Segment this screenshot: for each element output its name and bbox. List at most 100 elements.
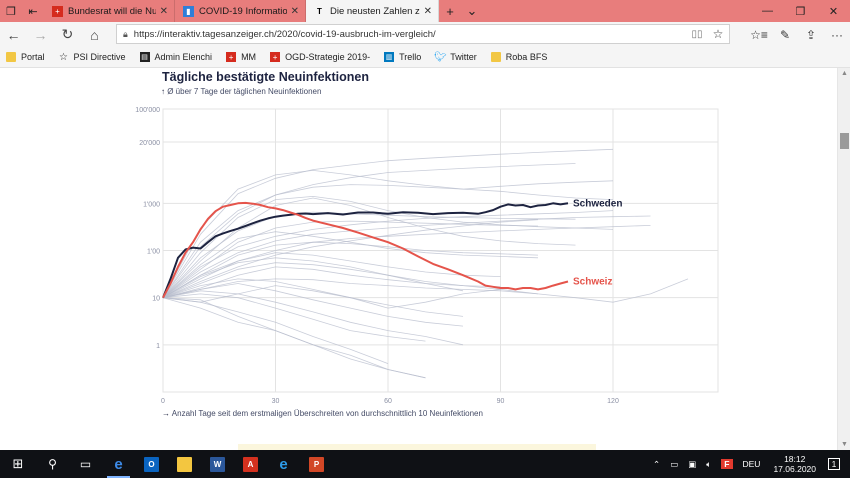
close-tab-icon[interactable]: ✕ <box>159 5 168 17</box>
favorite-twitter[interactable]: 🐦︎ Twitter <box>433 51 477 63</box>
clock-date: 17.06.2020 <box>773 464 816 474</box>
app-tray-icon[interactable]: F <box>721 459 733 469</box>
lock-icon: 🔒︎ <box>123 28 128 39</box>
scroll-up-icon[interactable]: ▲ <box>841 70 848 77</box>
tab-title: COVID-19 Information for S <box>199 5 287 17</box>
trello-icon: ▥ <box>384 52 395 62</box>
folder-icon <box>490 52 501 62</box>
favorites-hub-icon[interactable]: ☆≡ <box>750 27 768 42</box>
navigation-bar: ← → ↻ ⌂ 🔒︎ https://interaktiv.tagesanzei… <box>0 22 850 47</box>
news-icon: T <box>317 6 322 16</box>
x-tick-label: 120 <box>607 398 619 405</box>
monitor-icon[interactable]: ▣ <box>688 458 697 469</box>
country-series-line <box>162 290 464 346</box>
folder-icon <box>6 52 16 62</box>
country-series-line <box>162 262 501 299</box>
arrow-right-icon: → <box>162 409 170 418</box>
close-window-icon[interactable]: ✕ <box>828 5 839 18</box>
arrow-up-icon: ↑ <box>161 87 165 96</box>
favorite-ogd-strategie[interactable]: + OGD-Strategie 2019- <box>270 52 370 62</box>
internet-explorer-icon[interactable]: e <box>279 455 288 473</box>
outlook-icon[interactable]: O <box>135 450 168 478</box>
tab-list-chevron-icon[interactable]: ⌄ <box>466 3 478 18</box>
more-icon[interactable]: ··· <box>831 27 843 42</box>
y-tick-label: 100'000 <box>135 107 160 114</box>
x-axis-note: → Anzahl Tage seit dem erstmaligen Übers… <box>162 409 483 418</box>
tab-neusten-zahlen[interactable]: T Die neusten Zahlen zun ✕ <box>306 0 439 22</box>
favorite-mm[interactable]: + MM <box>226 52 256 62</box>
windows-start-icon[interactable]: ⊞ <box>12 456 24 471</box>
file-explorer-icon[interactable] <box>168 450 201 478</box>
scroll-down-icon[interactable]: ▼ <box>841 441 848 448</box>
page-content: Tägliche bestätigte Neuinfektionen ↑ Ø ü… <box>0 68 850 450</box>
series-label-schweiz: Schweiz <box>573 277 612 288</box>
country-series-line <box>162 225 651 299</box>
volume-icon[interactable]: 🔈︎ <box>706 458 712 469</box>
reading-view-icon[interactable]: ▯▯ <box>691 28 703 40</box>
url-text: https://interaktiv.tagesanzeiger.ch/2020… <box>133 28 436 40</box>
country-series-line <box>162 285 539 309</box>
x-axis-note-text: Anzahl Tage seit dem erstmaligen Übersch… <box>171 409 483 418</box>
restore-icon[interactable]: ❐ <box>795 5 806 18</box>
pen-icon[interactable]: ✎ <box>779 27 791 42</box>
powerpoint-icon[interactable]: P <box>300 450 333 478</box>
favorite-star-icon[interactable]: ☆ <box>712 27 724 41</box>
tray-chevron-icon[interactable]: ⌃ <box>653 458 661 469</box>
country-series-line <box>162 266 501 299</box>
y-tick-label: 20'000 <box>139 140 160 147</box>
share-icon[interactable]: ⇪ <box>805 27 817 42</box>
country-series-line <box>162 195 614 298</box>
country-series-line <box>162 257 464 299</box>
y-tick-label: 1 <box>156 343 160 350</box>
favorite-admin-elenchi[interactable]: ▤ Admin Elenchi <box>139 52 213 62</box>
close-tab-icon[interactable]: ✕ <box>290 5 299 17</box>
tab-bundesrat[interactable]: + Bundesrat will die Nutzung ✕ <box>44 0 175 22</box>
notification-center-icon[interactable]: 1 <box>824 454 844 474</box>
search-icon[interactable]: ⚲ <box>48 457 57 471</box>
country-series-line <box>162 283 464 327</box>
country-series-line <box>162 163 576 298</box>
favorite-portal[interactable]: Portal <box>6 52 45 62</box>
country-series-line <box>162 169 614 298</box>
favorite-psi-directive[interactable]: ☆ PSI Directive <box>59 51 126 63</box>
series-line-schweden <box>162 202 569 299</box>
forward-icon[interactable]: → <box>33 26 48 43</box>
system-tray: ⌃ ▭ ▣ 🔈︎ F DEU 18:12 17.06.2020 1 <box>648 454 850 474</box>
back-icon[interactable]: ← <box>6 26 21 43</box>
series-line-schweiz <box>162 201 569 299</box>
country-series-line <box>162 293 426 342</box>
bar-chart-icon: ▮ <box>183 5 194 17</box>
ad-banner-strip <box>238 444 596 450</box>
word-icon[interactable]: W <box>201 450 234 478</box>
book-icon: ▤ <box>139 52 150 62</box>
y-tick-label: 1'00 <box>147 249 160 256</box>
country-series-line <box>162 180 614 298</box>
chart-subtitle-text: Ø über 7 Tage der täglichen Neuinfektion… <box>167 87 322 96</box>
tab-preview-icon[interactable]: ⇤ <box>28 5 38 18</box>
minimize-icon[interactable]: — <box>762 5 773 17</box>
edge-icon[interactable]: e <box>102 450 135 478</box>
new-tab-icon[interactable]: + <box>446 3 454 19</box>
language-indicator[interactable]: DEU <box>742 459 761 469</box>
favorite-trello[interactable]: ▥ Trello <box>384 52 422 62</box>
acrobat-icon[interactable]: A <box>234 450 267 478</box>
country-series-line <box>162 148 614 298</box>
address-bar[interactable]: 🔒︎ https://interaktiv.tagesanzeiger.ch/2… <box>116 24 730 44</box>
page-scrollbar[interactable]: ▲ ▼ <box>837 68 850 450</box>
windows-taskbar: ⊞ ⚲ ▭ e O W A e P ⌃ ▭ ▣ 🔈︎ F DEU 18:12 1… <box>0 450 850 478</box>
refresh-icon[interactable]: ↻ <box>61 26 74 42</box>
scrollbar-thumb[interactable] <box>840 133 849 149</box>
home-icon[interactable]: ⌂ <box>90 26 99 43</box>
favorite-roba-bfs[interactable]: Roba BFS <box>490 52 547 62</box>
country-series-line <box>162 297 426 379</box>
infections-line-chart: 1 10 1'00 1'000 20'000 100'000 0 30 60 90 120 Schwe… <box>135 107 719 405</box>
network-icon[interactable]: ▭ <box>670 458 679 469</box>
close-tab-icon[interactable]: ✕ <box>423 5 432 17</box>
clock[interactable]: 18:12 17.06.2020 <box>773 454 816 474</box>
tab-actions-icon[interactable]: ❐ <box>6 5 16 18</box>
tab-strip: ❐ ⇤ + Bundesrat will die Nutzung ✕ ▮ COV… <box>0 0 850 22</box>
tab-covid-information[interactable]: ▮ COVID-19 Information for S ✕ <box>175 0 306 22</box>
swiss-flag-icon: + <box>52 5 63 17</box>
task-view-icon[interactable]: ▭ <box>79 457 92 471</box>
y-tick-label: 1'000 <box>143 201 160 208</box>
